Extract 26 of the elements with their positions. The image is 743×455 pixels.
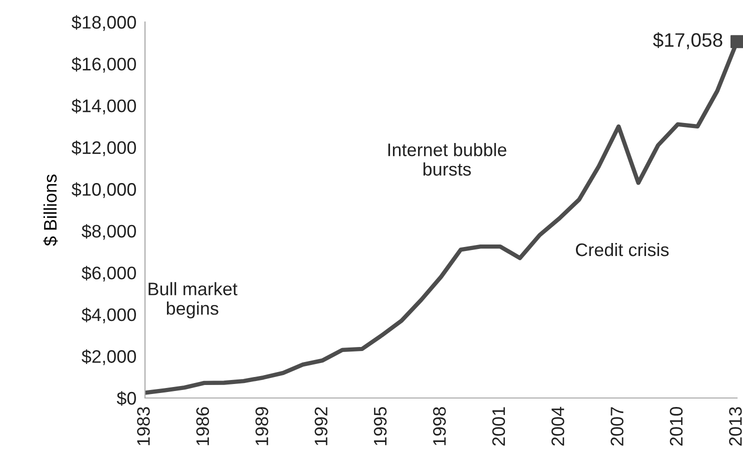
annotation: Internet bubble bursts	[388, 142, 506, 176]
y-tick-label: $8,000	[82, 224, 136, 240]
y-tick-label: $14,000	[72, 98, 136, 114]
x-tick-label: 1998	[433, 407, 446, 446]
y-tick-label: $2,000	[82, 349, 136, 366]
y-tick-label: $16,000	[72, 56, 136, 73]
annotation: $17,058	[653, 32, 722, 50]
y-tick-label: $6,000	[82, 266, 136, 282]
annotation: Credit crisis	[576, 242, 669, 256]
x-tick-label: 1989	[255, 407, 268, 446]
y-tick-label: $18,000	[72, 15, 136, 31]
x-tick-label: 2007	[610, 407, 624, 446]
y-tick-label: $12,000	[72, 140, 136, 156]
x-tick-label: 2001	[492, 407, 506, 446]
x-tick-label: 2004	[551, 406, 564, 446]
x-tick-label: 1992	[314, 407, 328, 446]
y-tick-label: $10,000	[72, 182, 136, 198]
x-tick-label: 1983	[137, 407, 150, 446]
y-tick-label: $0	[116, 391, 136, 406]
y-axis-title: $ Billions	[43, 174, 58, 246]
x-tick-label: 2010	[670, 407, 683, 446]
annotation: Bull market begins	[148, 282, 238, 318]
x-tick-label: 2013	[729, 407, 742, 446]
y-tick-label: $4,000	[82, 308, 136, 324]
x-tick-label: 1995	[374, 407, 387, 446]
x-tick-label: 1986	[196, 407, 210, 446]
